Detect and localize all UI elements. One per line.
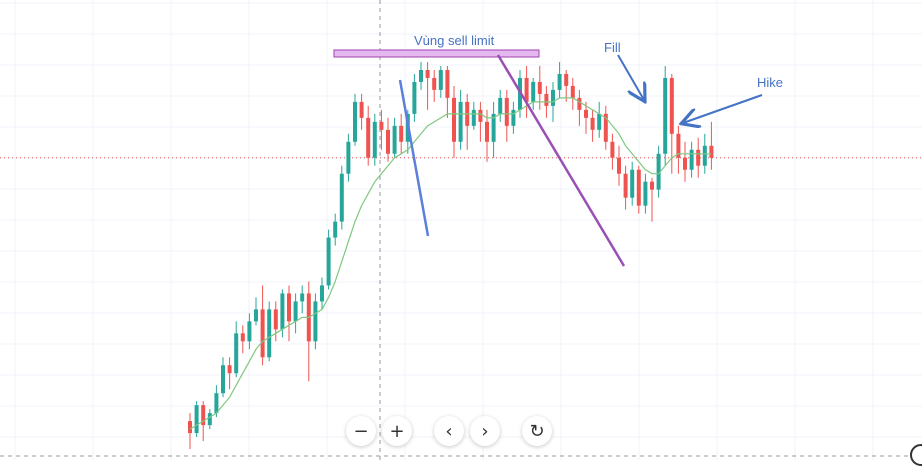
candle-body: [709, 145, 714, 158]
candle-body: [280, 293, 285, 330]
candle-body: [623, 173, 628, 198]
candle-body: [577, 97, 582, 110]
candle-body: [346, 141, 351, 174]
candle-body: [432, 77, 437, 90]
candle-body: [636, 169, 641, 206]
candle-body: [359, 101, 364, 118]
candle-body: [458, 101, 463, 142]
candle-body: [214, 393, 219, 414]
candle-body: [669, 77, 674, 134]
candle-body: [537, 81, 542, 94]
candle-body: [702, 145, 707, 166]
candle-body: [353, 101, 357, 142]
candle-body: [445, 69, 450, 98]
candle-body: [287, 293, 291, 322]
candle-body: [313, 301, 318, 342]
candle-body: [419, 69, 423, 82]
candle-body: [366, 117, 371, 158]
annotation-fill-label: Fill: [604, 40, 621, 55]
candle-body: [531, 81, 536, 102]
toolbar-spacer: [506, 416, 516, 446]
candle-body: [511, 109, 516, 126]
candle-body: [610, 141, 615, 158]
chart-logo-icon: [910, 444, 922, 466]
sell-limit-zone: [333, 49, 540, 58]
toolbar-spacer: [418, 416, 428, 446]
candle-body: [676, 133, 681, 158]
candle-body: [227, 365, 232, 374]
annotation-zone-label: Vùng sell limit: [414, 33, 495, 48]
candle-body: [273, 309, 278, 330]
candle-body: [333, 221, 338, 238]
candle-body: [570, 85, 575, 98]
scroll-left-button[interactable]: ‹: [434, 416, 464, 446]
candle-body: [491, 113, 496, 142]
candle-body: [544, 93, 549, 106]
candle-body: [300, 293, 305, 302]
candle-body: [234, 333, 239, 374]
zoom-in-button[interactable]: +: [382, 416, 412, 446]
candle-body: [254, 309, 258, 322]
scroll-right-button[interactable]: ›: [470, 416, 500, 446]
reset-chart-button[interactable]: ↻: [522, 416, 552, 446]
candle-body: [650, 181, 654, 190]
candle-body: [438, 69, 443, 90]
candle-body: [452, 97, 456, 142]
candle-body: [617, 157, 621, 174]
candle-body: [584, 109, 588, 118]
candle-body: [643, 181, 648, 206]
candle-body: [590, 117, 595, 130]
candle-body: [201, 405, 206, 426]
candle-body: [379, 121, 384, 130]
candle-body: [207, 413, 212, 426]
candle-body: [326, 237, 331, 286]
candle-body: [656, 153, 661, 190]
candle-body: [240, 333, 245, 342]
blue-trend-line: [398, 79, 430, 237]
candle-body: [689, 149, 694, 170]
candle-body: [221, 365, 225, 394]
candle-body: [392, 125, 397, 154]
candle-body: [478, 109, 483, 122]
candle-body: [696, 149, 701, 166]
annotation-hike-label: Hike: [757, 75, 783, 90]
candle-body: [564, 73, 569, 86]
candle-body: [247, 321, 252, 342]
fill-arrow: [617, 54, 644, 100]
chart-toolbar: − + ‹ › ↻: [346, 416, 552, 446]
candle-body: [603, 113, 608, 142]
candle-body: [425, 69, 430, 78]
candle-body: [386, 129, 390, 154]
candle-body: [551, 89, 555, 106]
candle-body: [267, 309, 272, 358]
candle-body: [339, 173, 344, 222]
candle-body: [683, 157, 687, 170]
purple-trend-line: [496, 54, 626, 267]
candle-body: [524, 77, 529, 102]
moving-average-line: [189, 97, 712, 430]
candle-body: [663, 77, 668, 154]
candle-body: [188, 421, 192, 434]
candle-body: [504, 97, 509, 126]
candle-body: [320, 285, 324, 302]
candle-body: [498, 97, 503, 114]
candle-body: [485, 121, 489, 142]
candle-body: [597, 113, 602, 130]
zoom-out-button[interactable]: −: [346, 416, 376, 446]
candle-body: [557, 73, 562, 90]
candle-body: [412, 81, 417, 114]
candle-body: [194, 405, 199, 434]
candle-body: [293, 301, 298, 322]
candle-body: [260, 309, 265, 358]
candle-body: [630, 169, 635, 198]
candle-body: [471, 109, 476, 126]
candle-body: [399, 125, 404, 142]
hike-arrow: [683, 94, 763, 123]
candle-body: [372, 121, 377, 158]
